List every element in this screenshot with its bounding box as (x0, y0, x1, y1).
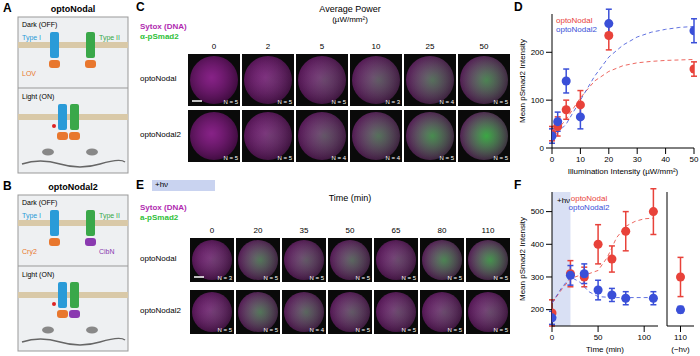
svg-text:Light (ON): Light (ON) (22, 271, 54, 279)
html-text:N = 5: N = 5 (263, 275, 278, 281)
html-text:N = 4: N = 4 (385, 155, 400, 161)
svg-text:200: 200 (531, 48, 545, 57)
html-text:optoNodal2: optoNodal2 (140, 130, 181, 139)
html-text:25: 25 (425, 42, 435, 51)
svg-text:Light (ON): Light (ON) (22, 93, 54, 101)
html-text:N = 5: N = 5 (493, 275, 508, 281)
svg-text:0: 0 (550, 155, 555, 164)
html-text:optoNodal: optoNodal (140, 254, 177, 263)
html-text:a-pSmad2: a-pSmad2 (140, 213, 179, 222)
html-text:2: 2 (265, 42, 271, 51)
html-text:N = 5: N = 5 (401, 327, 416, 333)
html-text:N = 5: N = 5 (493, 155, 508, 161)
svg-text:Mean pSmad2 Intensity: Mean pSmad2 Intensity (518, 217, 527, 301)
html-text:optoNodal: optoNodal (556, 16, 593, 25)
html-text:N = 5: N = 5 (493, 327, 508, 333)
html-text:N = 5: N = 5 (355, 275, 370, 281)
html-text:Time (min): Time (min) (328, 193, 372, 203)
svg-text:Time (min): Time (min) (586, 345, 624, 354)
html-text:N = 3: N = 3 (385, 99, 400, 105)
html-text:N = 4: N = 4 (439, 99, 454, 105)
svg-text:110: 110 (674, 333, 687, 342)
svg-text:Cry2: Cry2 (22, 248, 37, 256)
svg-text:10: 10 (576, 155, 585, 164)
svg-text:Dark (OFF): Dark (OFF) (22, 199, 57, 207)
html-text:optoNodal2: optoNodal2 (556, 25, 597, 34)
html-text:E: E (136, 178, 144, 192)
html-text:50: 50 (479, 42, 489, 51)
svg-text:Type II: Type II (99, 34, 120, 42)
html-text:65: 65 (391, 226, 401, 235)
html-text:N = 5: N = 5 (439, 155, 454, 161)
svg-text:50: 50 (594, 333, 603, 342)
html-text:Sytox (DNA): Sytox (DNA) (140, 22, 187, 31)
html-text:N = 5: N = 5 (223, 99, 238, 105)
html-text:80: 80 (437, 226, 447, 235)
html-text:N = 5: N = 5 (223, 155, 238, 161)
svg-text:0: 0 (550, 333, 555, 342)
svg-text:40: 40 (661, 155, 670, 164)
svg-text:0: 0 (540, 144, 545, 153)
html-text:N = 4: N = 4 (331, 155, 346, 161)
svg-text:400: 400 (531, 240, 545, 249)
svg-text:LOV: LOV (22, 70, 36, 77)
html-text:N = 5: N = 5 (217, 327, 232, 333)
html-text:110: 110 (481, 226, 495, 235)
html-text:Average Power: Average Power (319, 4, 381, 14)
html-text:N = 3: N = 3 (217, 275, 232, 281)
svg-text:B: B (3, 179, 12, 193)
svg-text:300: 300 (531, 273, 545, 282)
svg-text:Mean pSmad2 Intensity: Mean pSmad2 Intensity (518, 39, 527, 123)
html-text:0: 0 (211, 42, 217, 51)
html-text:N = 5: N = 5 (263, 327, 278, 333)
html-text:D: D (514, 0, 523, 14)
svg-text:200: 200 (531, 305, 545, 314)
svg-text:Type II: Type II (99, 212, 120, 220)
svg-text:Type I: Type I (22, 34, 41, 42)
svg-text:A: A (3, 1, 12, 15)
html-text:N = 4: N = 4 (309, 327, 324, 333)
svg-text:optoNodal2: optoNodal2 (48, 182, 98, 192)
html-text:(µW/mm²): (µW/mm²) (332, 15, 368, 24)
svg-text:20: 20 (604, 155, 613, 164)
svg-text:optoNodal: optoNodal (51, 4, 96, 14)
html-text:N = 5: N = 5 (447, 327, 462, 333)
html-text:optoNodal2: optoNodal2 (140, 306, 181, 315)
html-text:50: 50 (345, 226, 355, 235)
svg-text:+hν: +hν (557, 196, 570, 205)
html-text:10: 10 (371, 42, 381, 51)
html-text:N = 5: N = 5 (331, 99, 346, 105)
html-text:Sytox (DNA): Sytox (DNA) (140, 203, 187, 212)
html-text:optoNodal2: optoNodal2 (568, 203, 610, 212)
html-text:N = 5: N = 5 (493, 99, 508, 105)
svg-text:Dark (OFF): Dark (OFF) (22, 21, 57, 29)
html-text:35: 35 (299, 226, 309, 235)
html-text:N = 5: N = 5 (355, 327, 370, 333)
html-text:optoNodal: optoNodal (570, 194, 608, 203)
html-text:0: 0 (209, 226, 215, 235)
html-text:N = 5: N = 5 (309, 275, 324, 281)
svg-text:50: 50 (690, 155, 699, 164)
html-text:C: C (136, 0, 145, 14)
svg-text:100: 100 (637, 333, 651, 342)
html-text:N = 5: N = 5 (401, 275, 416, 281)
svg-text:Type I: Type I (22, 212, 41, 220)
html-text:20: 20 (253, 226, 263, 235)
html-text:+hν: +hν (155, 180, 169, 189)
html-text:α-pSmad2: α-pSmad2 (140, 32, 179, 41)
svg-text:CibN: CibN (99, 248, 115, 255)
html-text:N = 5: N = 5 (277, 99, 292, 105)
svg-text:(−hν): (−hν) (671, 345, 690, 354)
svg-text:100: 100 (531, 96, 545, 105)
html-text:N = 5: N = 5 (447, 275, 462, 281)
html-text:N = 5: N = 5 (277, 155, 292, 161)
html-text:F: F (514, 178, 522, 192)
html-text:5: 5 (319, 42, 325, 51)
svg-text:30: 30 (633, 155, 642, 164)
html-text:optoNodal: optoNodal (140, 74, 177, 83)
svg-text:500: 500 (531, 207, 545, 216)
svg-text:Illumination Intensity (µW/mm²: Illumination Intensity (µW/mm²) (568, 167, 679, 176)
